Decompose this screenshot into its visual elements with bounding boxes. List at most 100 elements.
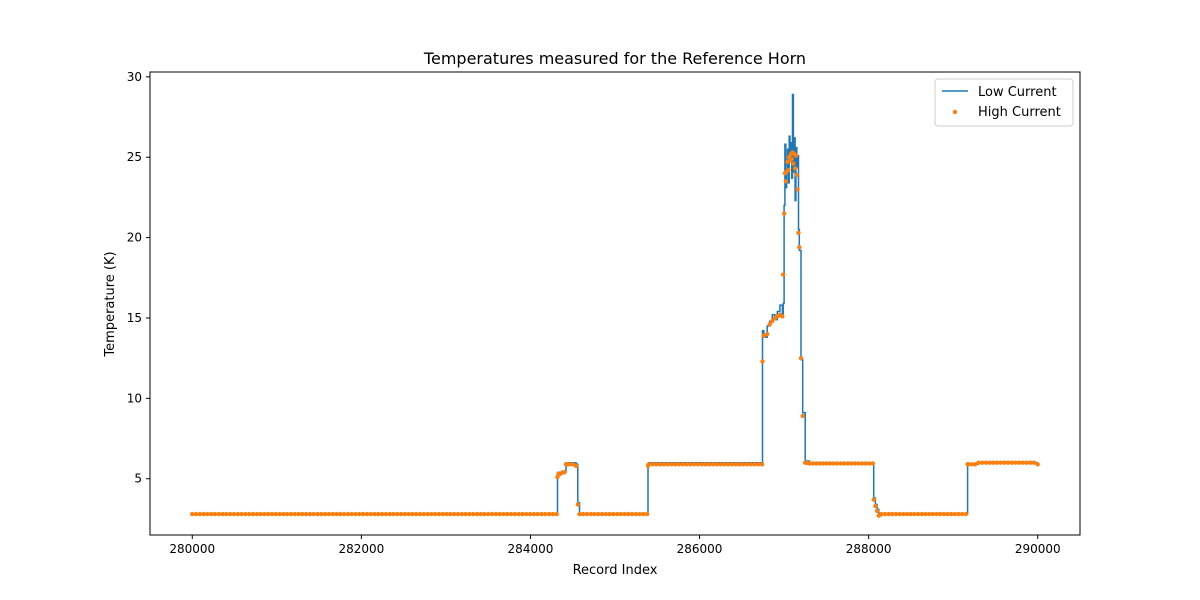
scatter-point-high-current xyxy=(966,462,971,467)
scatter-point-high-current xyxy=(406,511,411,517)
scatter-point-high-current xyxy=(349,511,354,517)
scatter-point-high-current xyxy=(781,211,787,216)
scatter-point-high-current xyxy=(824,461,829,466)
scatter-point-high-current xyxy=(539,511,544,517)
scatter-point-high-current xyxy=(882,511,888,517)
scatter-point-high-current xyxy=(618,511,623,517)
scatter-point-high-current xyxy=(810,461,815,466)
scatter-point-high-current xyxy=(258,511,263,517)
scatter-point-high-current xyxy=(497,511,502,517)
scatter-point-high-current xyxy=(277,511,282,517)
scatter-point-high-current xyxy=(505,511,510,517)
scatter-point-high-current xyxy=(945,511,950,517)
scatter-point-high-current xyxy=(319,511,324,517)
scatter-point-high-current xyxy=(463,511,468,517)
scatter-point-high-current xyxy=(345,511,351,517)
scatter-point-high-current xyxy=(765,331,770,337)
scatter-point-high-current xyxy=(661,462,667,467)
scatter-point-high-current xyxy=(737,462,742,467)
scatter-point-high-current xyxy=(398,511,404,517)
scatter-point-high-current xyxy=(368,511,373,517)
legend: Low Current High Current xyxy=(934,78,1074,127)
scatter-point-high-current xyxy=(796,230,801,235)
scatter-point-high-current xyxy=(789,156,794,161)
scatter-point-high-current xyxy=(657,462,663,467)
series-line-low-current xyxy=(192,93,1038,517)
scatter-point-high-current xyxy=(482,511,487,517)
scatter-point-high-current xyxy=(212,511,218,517)
scatter-point-high-current xyxy=(391,511,396,517)
scatter-point-high-current xyxy=(669,462,674,467)
scatter-point-high-current xyxy=(827,461,833,466)
scatter-point-high-current xyxy=(190,511,195,517)
scatter-point-high-current xyxy=(452,511,457,517)
scatter-point-high-current xyxy=(767,322,772,327)
scatter-point-high-current xyxy=(673,462,678,467)
y-axis: 5 10 15 20 25 30 xyxy=(127,70,150,486)
scatter-point-high-current xyxy=(201,511,206,517)
scatter-point-high-current xyxy=(235,511,240,517)
scatter-point-high-current xyxy=(433,511,438,517)
scatter-point-high-current xyxy=(588,511,593,517)
scatter-point-high-current xyxy=(577,511,582,517)
scatter-point-high-current xyxy=(963,511,969,517)
scatter-point-high-current xyxy=(250,511,256,517)
scatter-point-high-current xyxy=(478,511,483,517)
scatter-point-high-current xyxy=(800,413,805,419)
scatter-point-high-current xyxy=(814,461,819,466)
scatter-point-high-current xyxy=(414,511,419,517)
scatter-point-high-current xyxy=(890,511,895,517)
scatter-point-high-current xyxy=(474,511,480,517)
scatter-point-high-current xyxy=(524,511,529,517)
scatter-point-high-current xyxy=(793,153,799,158)
scatter-point-high-current xyxy=(1031,460,1037,465)
y-tick-label: 25 xyxy=(127,150,142,164)
scatter-point-high-current xyxy=(1009,460,1014,465)
scatter-point-high-current xyxy=(379,511,385,517)
scatter-point-high-current xyxy=(930,511,935,517)
scatter-point-high-current xyxy=(654,462,659,467)
scatter-point-high-current xyxy=(581,511,586,517)
scatter-point-high-current xyxy=(633,511,639,517)
scatter-point-high-current xyxy=(781,272,786,277)
scatter-point-high-current xyxy=(991,460,996,465)
scatter-point-high-current xyxy=(797,245,802,250)
scatter-point-high-current xyxy=(807,461,812,466)
scatter-point-high-current xyxy=(459,511,464,517)
y-tick-label: 15 xyxy=(127,311,142,325)
scatter-point-high-current xyxy=(849,461,854,466)
scatter-point-high-current xyxy=(792,166,798,171)
scatter-point-high-current xyxy=(554,511,559,517)
plot-frame xyxy=(149,71,1081,536)
y-tick-label: 20 xyxy=(127,231,142,245)
scatter-point-high-current xyxy=(908,511,913,517)
scatter-point-high-current xyxy=(770,319,775,324)
scatter-point-high-current xyxy=(429,511,434,517)
scatter-point-high-current xyxy=(425,511,430,517)
scatter-point-high-current xyxy=(489,511,495,517)
legend-label-high-current: High Current xyxy=(978,105,1061,120)
x-tick-label: 286000 xyxy=(677,542,723,556)
scatter-point-high-current xyxy=(269,511,275,517)
scatter-point-high-current xyxy=(842,461,847,466)
scatter-point-high-current xyxy=(527,511,533,517)
y-axis-label: Temperature (K) xyxy=(103,251,118,357)
scatter-point-high-current xyxy=(224,511,229,517)
scatter-point-high-current xyxy=(644,511,650,517)
scatter-point-high-current xyxy=(573,463,579,469)
x-tick-label: 280000 xyxy=(169,542,215,556)
scatter-point-high-current xyxy=(646,462,651,467)
scatter-point-high-current xyxy=(421,511,426,517)
scatter-point-high-current xyxy=(915,511,921,517)
scatter-point-high-current xyxy=(1017,460,1022,465)
scatter-point-high-current xyxy=(863,461,868,466)
scatter-point-high-current xyxy=(372,511,377,517)
scatter-point-high-current xyxy=(886,511,891,517)
scatter-point-high-current xyxy=(614,511,620,517)
scatter-point-high-current xyxy=(960,511,965,517)
scatter-point-high-current xyxy=(239,511,244,517)
scatter-point-high-current xyxy=(937,511,943,517)
scatter-point-high-current xyxy=(307,511,313,517)
scatter-point-high-current xyxy=(334,511,339,517)
scatter-point-high-current xyxy=(912,511,917,517)
